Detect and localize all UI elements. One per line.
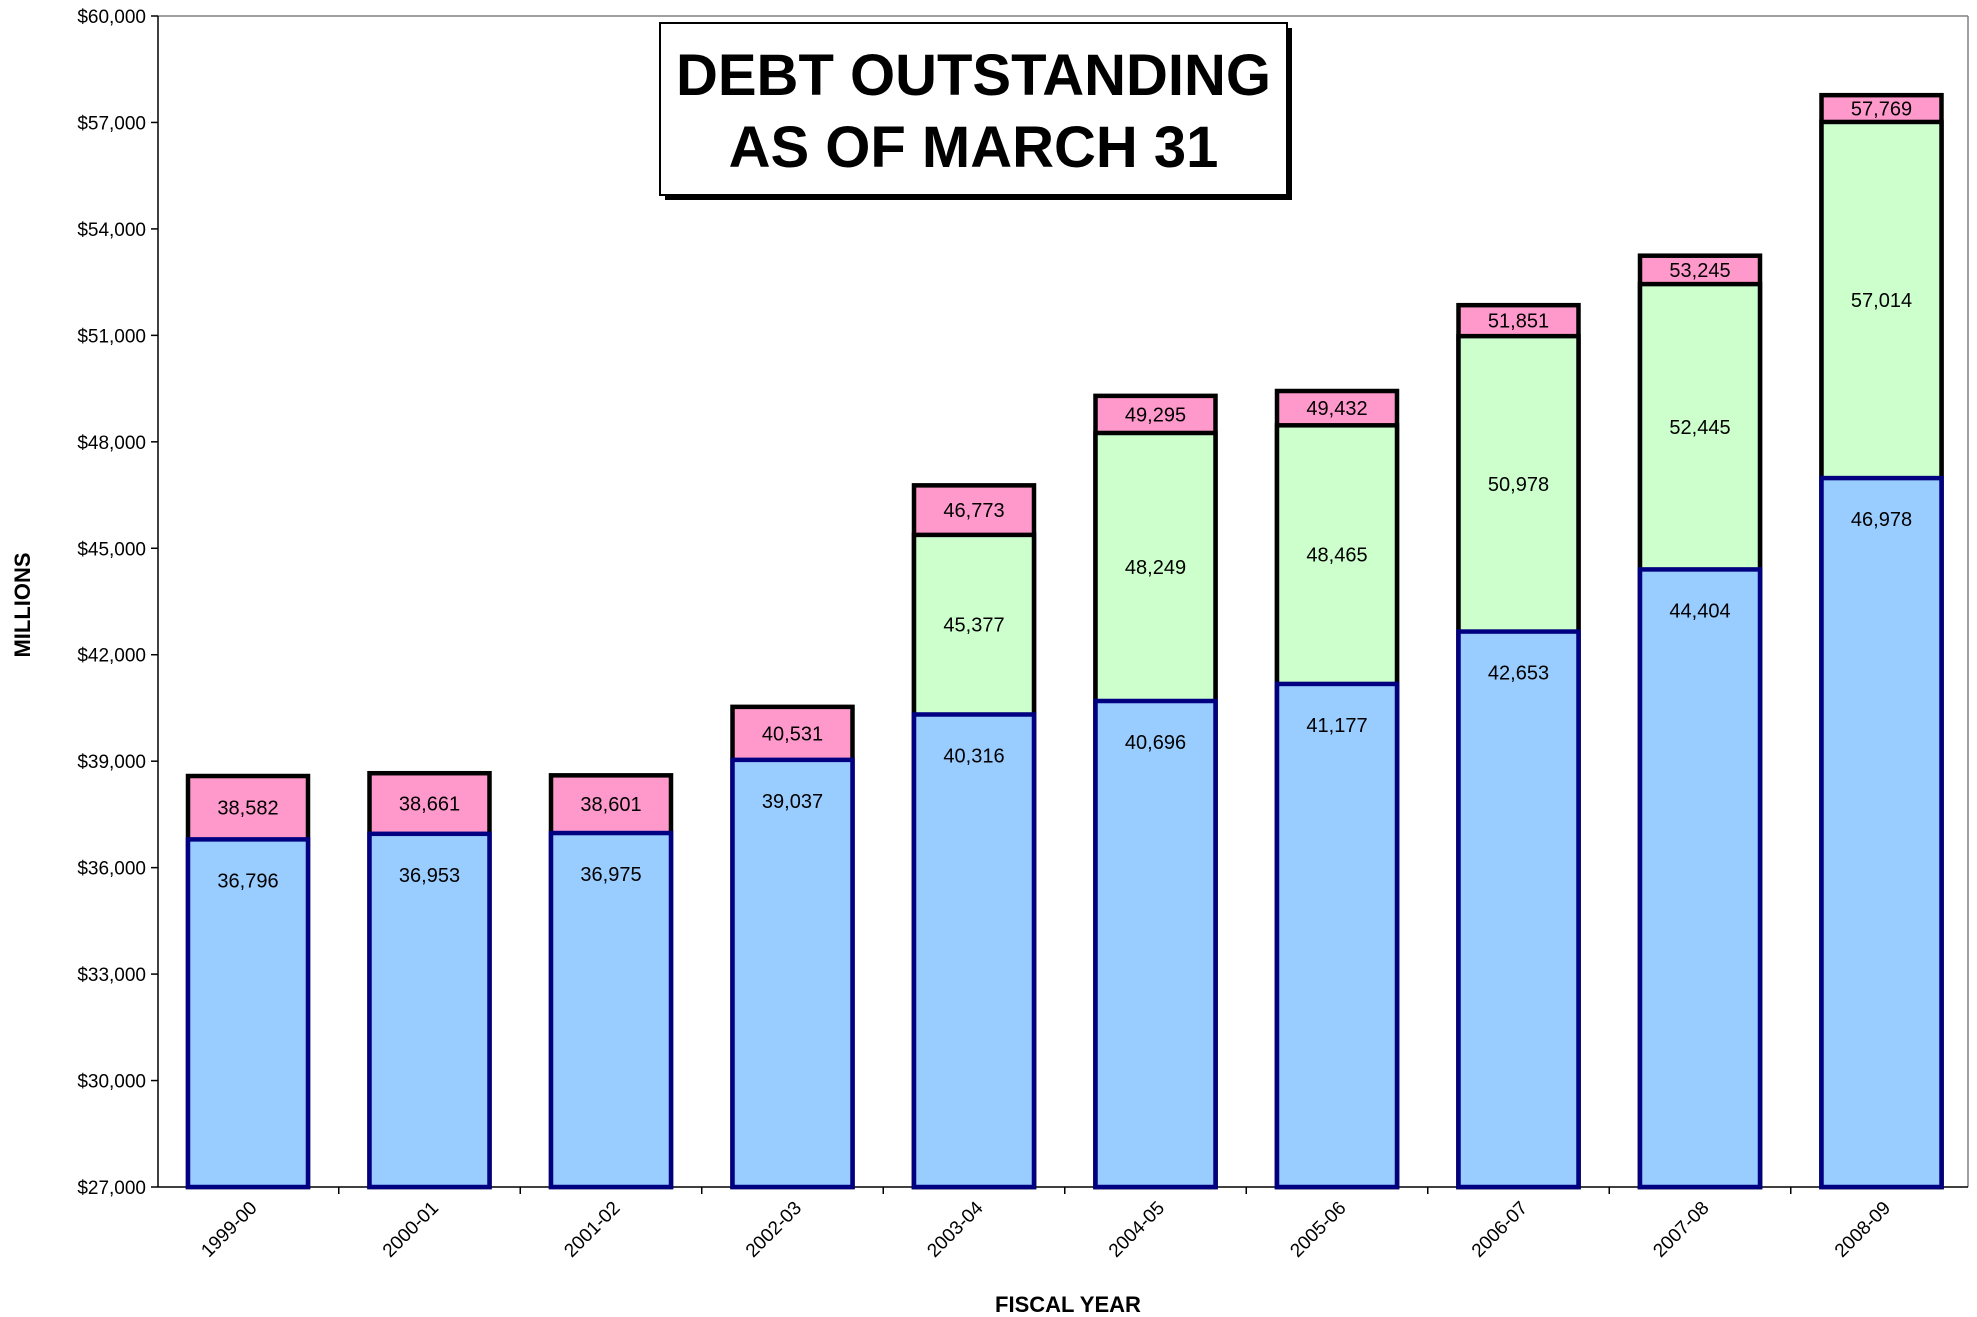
data-label: 42,653 — [1488, 663, 1549, 685]
data-label: 39,037 — [762, 791, 823, 813]
data-label: 36,953 — [399, 865, 460, 887]
data-label: 48,249 — [1125, 557, 1186, 579]
data-label: 46,978 — [1851, 509, 1912, 531]
x-tick-label: 2000-01 — [379, 1198, 443, 1262]
data-label: 53,245 — [1669, 260, 1730, 282]
bar-segment-1 — [185, 837, 311, 1190]
data-label: 51,851 — [1488, 311, 1549, 333]
chart-title-line: AS OF MARCH 31 — [729, 115, 1219, 180]
y-tick-label: $45,000 — [77, 539, 146, 560]
title-group: DEBT OUTSTANDING AS OF MARCH 31 — [659, 22, 1292, 200]
data-label: 38,661 — [399, 794, 460, 816]
data-label: 40,531 — [762, 723, 823, 745]
data-label: 38,601 — [580, 794, 641, 816]
x-tick-label: 2001-02 — [560, 1198, 624, 1262]
x-tick-label: 2008-09 — [1831, 1198, 1895, 1262]
y-tick-label: $33,000 — [77, 965, 146, 986]
title-box — [659, 22, 1288, 196]
data-label: 48,465 — [1306, 545, 1367, 567]
data-label: 45,377 — [943, 615, 1004, 637]
bar-segment-1 — [1637, 567, 1763, 1190]
x-tick-label: 2004-05 — [1105, 1198, 1169, 1262]
data-label: 40,316 — [943, 745, 1004, 767]
bar-segment-1 — [911, 712, 1037, 1190]
bars-group — [185, 92, 1944, 1190]
data-label: 50,978 — [1488, 474, 1549, 496]
data-label: 44,404 — [1669, 600, 1730, 622]
y-tick-label: $54,000 — [77, 220, 146, 241]
x-axis-title: FISCAL YEAR — [995, 1292, 1141, 1317]
y-tick-label: $57,000 — [77, 113, 146, 134]
y-tick-label: $51,000 — [77, 326, 146, 347]
data-label: 57,769 — [1851, 99, 1912, 121]
bar-segment-1 — [1456, 629, 1581, 1190]
x-tick-label: 2003-04 — [923, 1197, 987, 1261]
bar-segment-1 — [1274, 681, 1400, 1190]
data-label: 38,582 — [217, 798, 278, 820]
data-label: 46,773 — [943, 500, 1004, 522]
x-tick-label: 2005-06 — [1286, 1198, 1350, 1262]
data-label: 36,796 — [217, 870, 278, 892]
data-label: 57,014 — [1851, 290, 1912, 312]
bar-segment-1 — [730, 757, 855, 1190]
data-label: 49,432 — [1306, 398, 1367, 420]
data-label: 52,445 — [1669, 417, 1730, 439]
x-tick-label: 2002-03 — [742, 1198, 806, 1262]
data-label: 36,975 — [580, 864, 641, 886]
y-tick-label: $48,000 — [77, 433, 146, 454]
data-label: 41,177 — [1306, 715, 1367, 737]
y-tick-label: $36,000 — [77, 859, 146, 880]
x-tick-label: 2007-08 — [1649, 1198, 1713, 1262]
y-tick-label: $60,000 — [77, 7, 146, 28]
y-axis-title: MILLIONS — [10, 552, 35, 657]
chart-title-line: DEBT OUTSTANDING — [676, 43, 1271, 108]
data-label: 40,696 — [1125, 732, 1186, 754]
bar-segment-1 — [1819, 475, 1944, 1190]
y-tick-label: $30,000 — [77, 1072, 146, 1093]
bar-segment-1 — [548, 830, 674, 1190]
labels-group: 36,796 38,582 36,953 38,661 36,975 38,601 39,0… — [217, 99, 1912, 893]
bar-segment-1 — [1093, 698, 1218, 1190]
x-tick-label: 2006-07 — [1468, 1198, 1532, 1262]
bar-segment-1 — [367, 831, 492, 1190]
x-tick-label: 1999-00 — [197, 1198, 261, 1262]
data-label: 49,295 — [1125, 404, 1186, 426]
y-tick-label: $42,000 — [77, 646, 146, 667]
y-tick-label: $39,000 — [77, 752, 146, 773]
y-tick-label: $27,000 — [77, 1178, 146, 1199]
